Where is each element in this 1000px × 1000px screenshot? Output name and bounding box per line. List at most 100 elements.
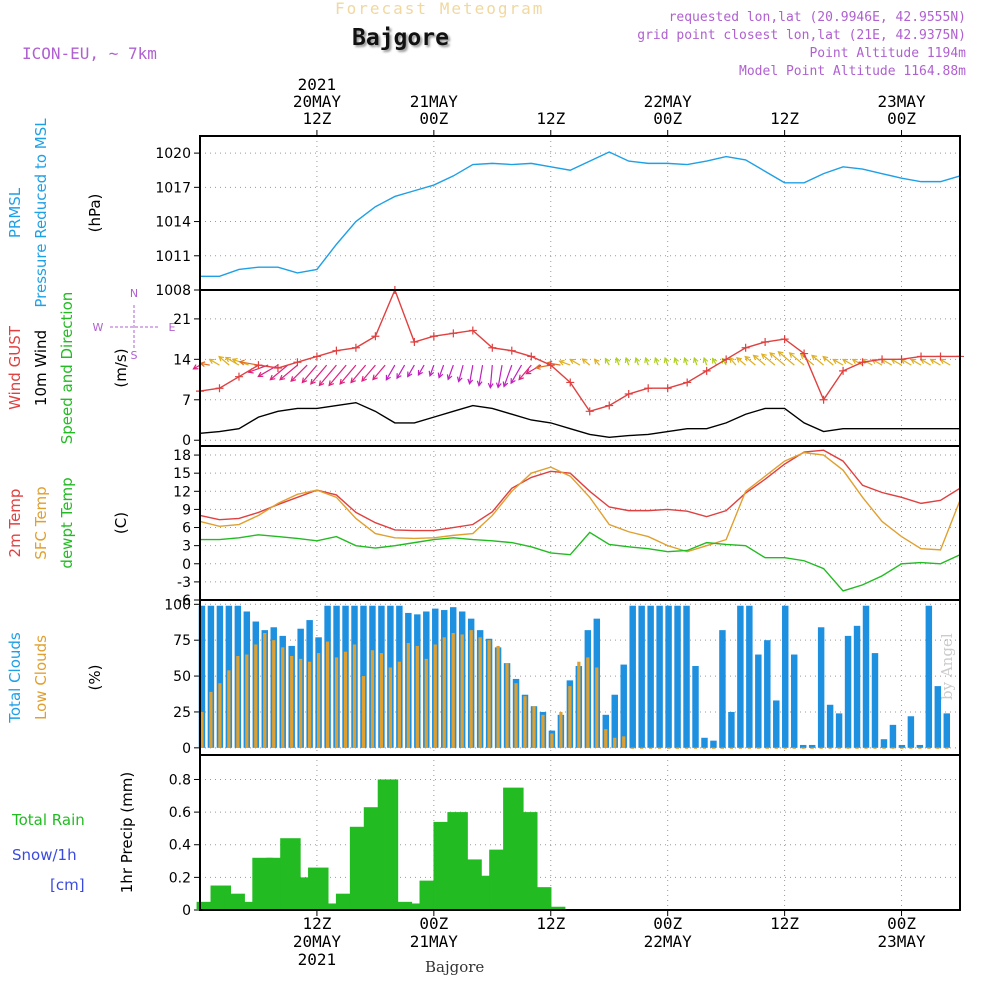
- wind-arrow-head: [634, 356, 641, 364]
- wind-arrow: [447, 364, 454, 380]
- y-tick-label: 0: [182, 433, 191, 449]
- bar-total-rain: [530, 887, 552, 910]
- wind-arrow-head: [218, 355, 225, 362]
- wind-arrow: [615, 357, 620, 366]
- bar-low-clouds: [478, 637, 482, 748]
- wind-arrow-head: [385, 374, 391, 381]
- bar-total-clouds: [898, 744, 906, 748]
- bar-low-clouds: [711, 747, 716, 749]
- gust-marker: [722, 355, 731, 364]
- gust-marker: [351, 343, 360, 352]
- bar-low-clouds: [379, 653, 384, 748]
- wind-arrow: [901, 358, 912, 366]
- bar-total-clouds: [862, 605, 870, 748]
- bar-low-clouds: [254, 644, 258, 748]
- panel-frame-temp: [199, 445, 961, 601]
- gust-marker: [800, 349, 809, 358]
- bar-low-clouds: [738, 747, 742, 749]
- bar-total-clouds: [835, 713, 843, 748]
- gust-marker: [585, 407, 594, 416]
- gust-marker: [371, 332, 380, 341]
- wind-arrow: [559, 360, 571, 366]
- top-time-label: 12Z: [302, 109, 331, 128]
- panel-label: Speed and Direction: [58, 292, 76, 445]
- wind-arrow: [318, 364, 337, 386]
- wind-arrow: [753, 354, 766, 366]
- grid-coords: grid point closest lon,lat (21E, 42.9375…: [637, 28, 966, 43]
- wind-arrow: [778, 351, 795, 366]
- bar-low-clouds: [828, 747, 832, 749]
- bar-low-clouds: [783, 747, 787, 749]
- wind-arrow: [193, 364, 201, 370]
- bar-total-rain: [321, 903, 343, 910]
- bar-low-clouds: [272, 640, 276, 748]
- wind-arrow-head: [604, 357, 611, 364]
- wind-arrow: [385, 364, 396, 381]
- bar-total-clouds: [746, 605, 753, 748]
- bar-low-clouds: [514, 683, 518, 748]
- bar-low-clouds: [855, 747, 859, 749]
- bar-total-rain: [196, 901, 218, 910]
- wind-arrow-head: [372, 374, 378, 381]
- gust-marker: [332, 346, 341, 355]
- wind-arrow: [712, 358, 717, 366]
- wind-arrow: [290, 364, 308, 382]
- gust-marker: [429, 332, 438, 341]
- y-tick-label: 7: [182, 393, 191, 409]
- bar-low-clouds: [891, 747, 895, 749]
- y-tick-label: 0: [182, 557, 191, 573]
- bar-total-clouds: [198, 605, 206, 748]
- bar-total-clouds: [656, 605, 663, 748]
- bar-low-clouds: [460, 634, 464, 748]
- wind-arrow: [604, 358, 610, 366]
- y-tick-label: 25: [173, 705, 191, 721]
- wind-arrow-head: [910, 358, 917, 365]
- wind-arrow-head: [467, 378, 474, 385]
- wind-arrow-head: [712, 357, 718, 364]
- wind-arrow: [654, 357, 659, 366]
- gust-marker: [507, 346, 516, 355]
- wind-arrow-head: [760, 353, 767, 360]
- bar-total-clouds: [737, 605, 744, 748]
- bar-low-clouds: [810, 747, 814, 749]
- series-prmsl: [200, 151, 961, 278]
- bar-low-clouds: [837, 747, 841, 749]
- y-tick-label: 15: [173, 466, 191, 482]
- wind-arrow-head: [417, 369, 424, 377]
- bar-total-clouds: [638, 605, 645, 748]
- wind-arrow: [497, 365, 503, 388]
- bar-low-clouds: [675, 747, 680, 749]
- bar-low-clouds: [532, 706, 536, 748]
- gust-marker: [741, 343, 750, 352]
- wind-arrow-head: [407, 371, 413, 378]
- bar-low-clouds: [586, 657, 590, 748]
- y-tick-label: 18: [173, 448, 191, 464]
- bar-low-clouds: [200, 711, 204, 748]
- bar-low-clouds: [505, 663, 509, 748]
- panel-label: Low Clouds: [32, 635, 50, 720]
- wind-arrow-head: [752, 354, 759, 361]
- bar-low-clouds: [523, 696, 527, 748]
- wind-arrow-head: [841, 358, 849, 365]
- bar-total-clouds: [916, 744, 924, 748]
- y-tick-label: 1017: [155, 180, 191, 196]
- compass-cross: [110, 305, 158, 349]
- bar-low-clouds: [406, 643, 410, 748]
- y-tick-label: 3: [182, 539, 191, 555]
- requested-coords: requested lon,lat (20.9946E, 42.9555N): [668, 10, 966, 25]
- y-tick-label: -3: [177, 575, 191, 591]
- bar-total-clouds: [719, 630, 726, 748]
- wind-arrow-head: [208, 358, 215, 365]
- bar-total-clouds: [934, 686, 942, 748]
- gust-marker: [917, 352, 926, 361]
- bar-low-clouds: [550, 733, 554, 748]
- panel-label: dewpt Temp: [58, 477, 76, 568]
- y-tick-label: -6: [177, 593, 191, 609]
- panel-label: 1hr Precip (mm): [118, 772, 136, 893]
- bar-low-clouds: [613, 737, 617, 748]
- bar-low-clouds: [308, 661, 312, 748]
- wind-arrow-head: [437, 372, 444, 379]
- wind-arrow: [761, 353, 776, 366]
- y-tick-label: 6: [182, 521, 191, 537]
- top-time-label: 21MAY: [410, 92, 459, 111]
